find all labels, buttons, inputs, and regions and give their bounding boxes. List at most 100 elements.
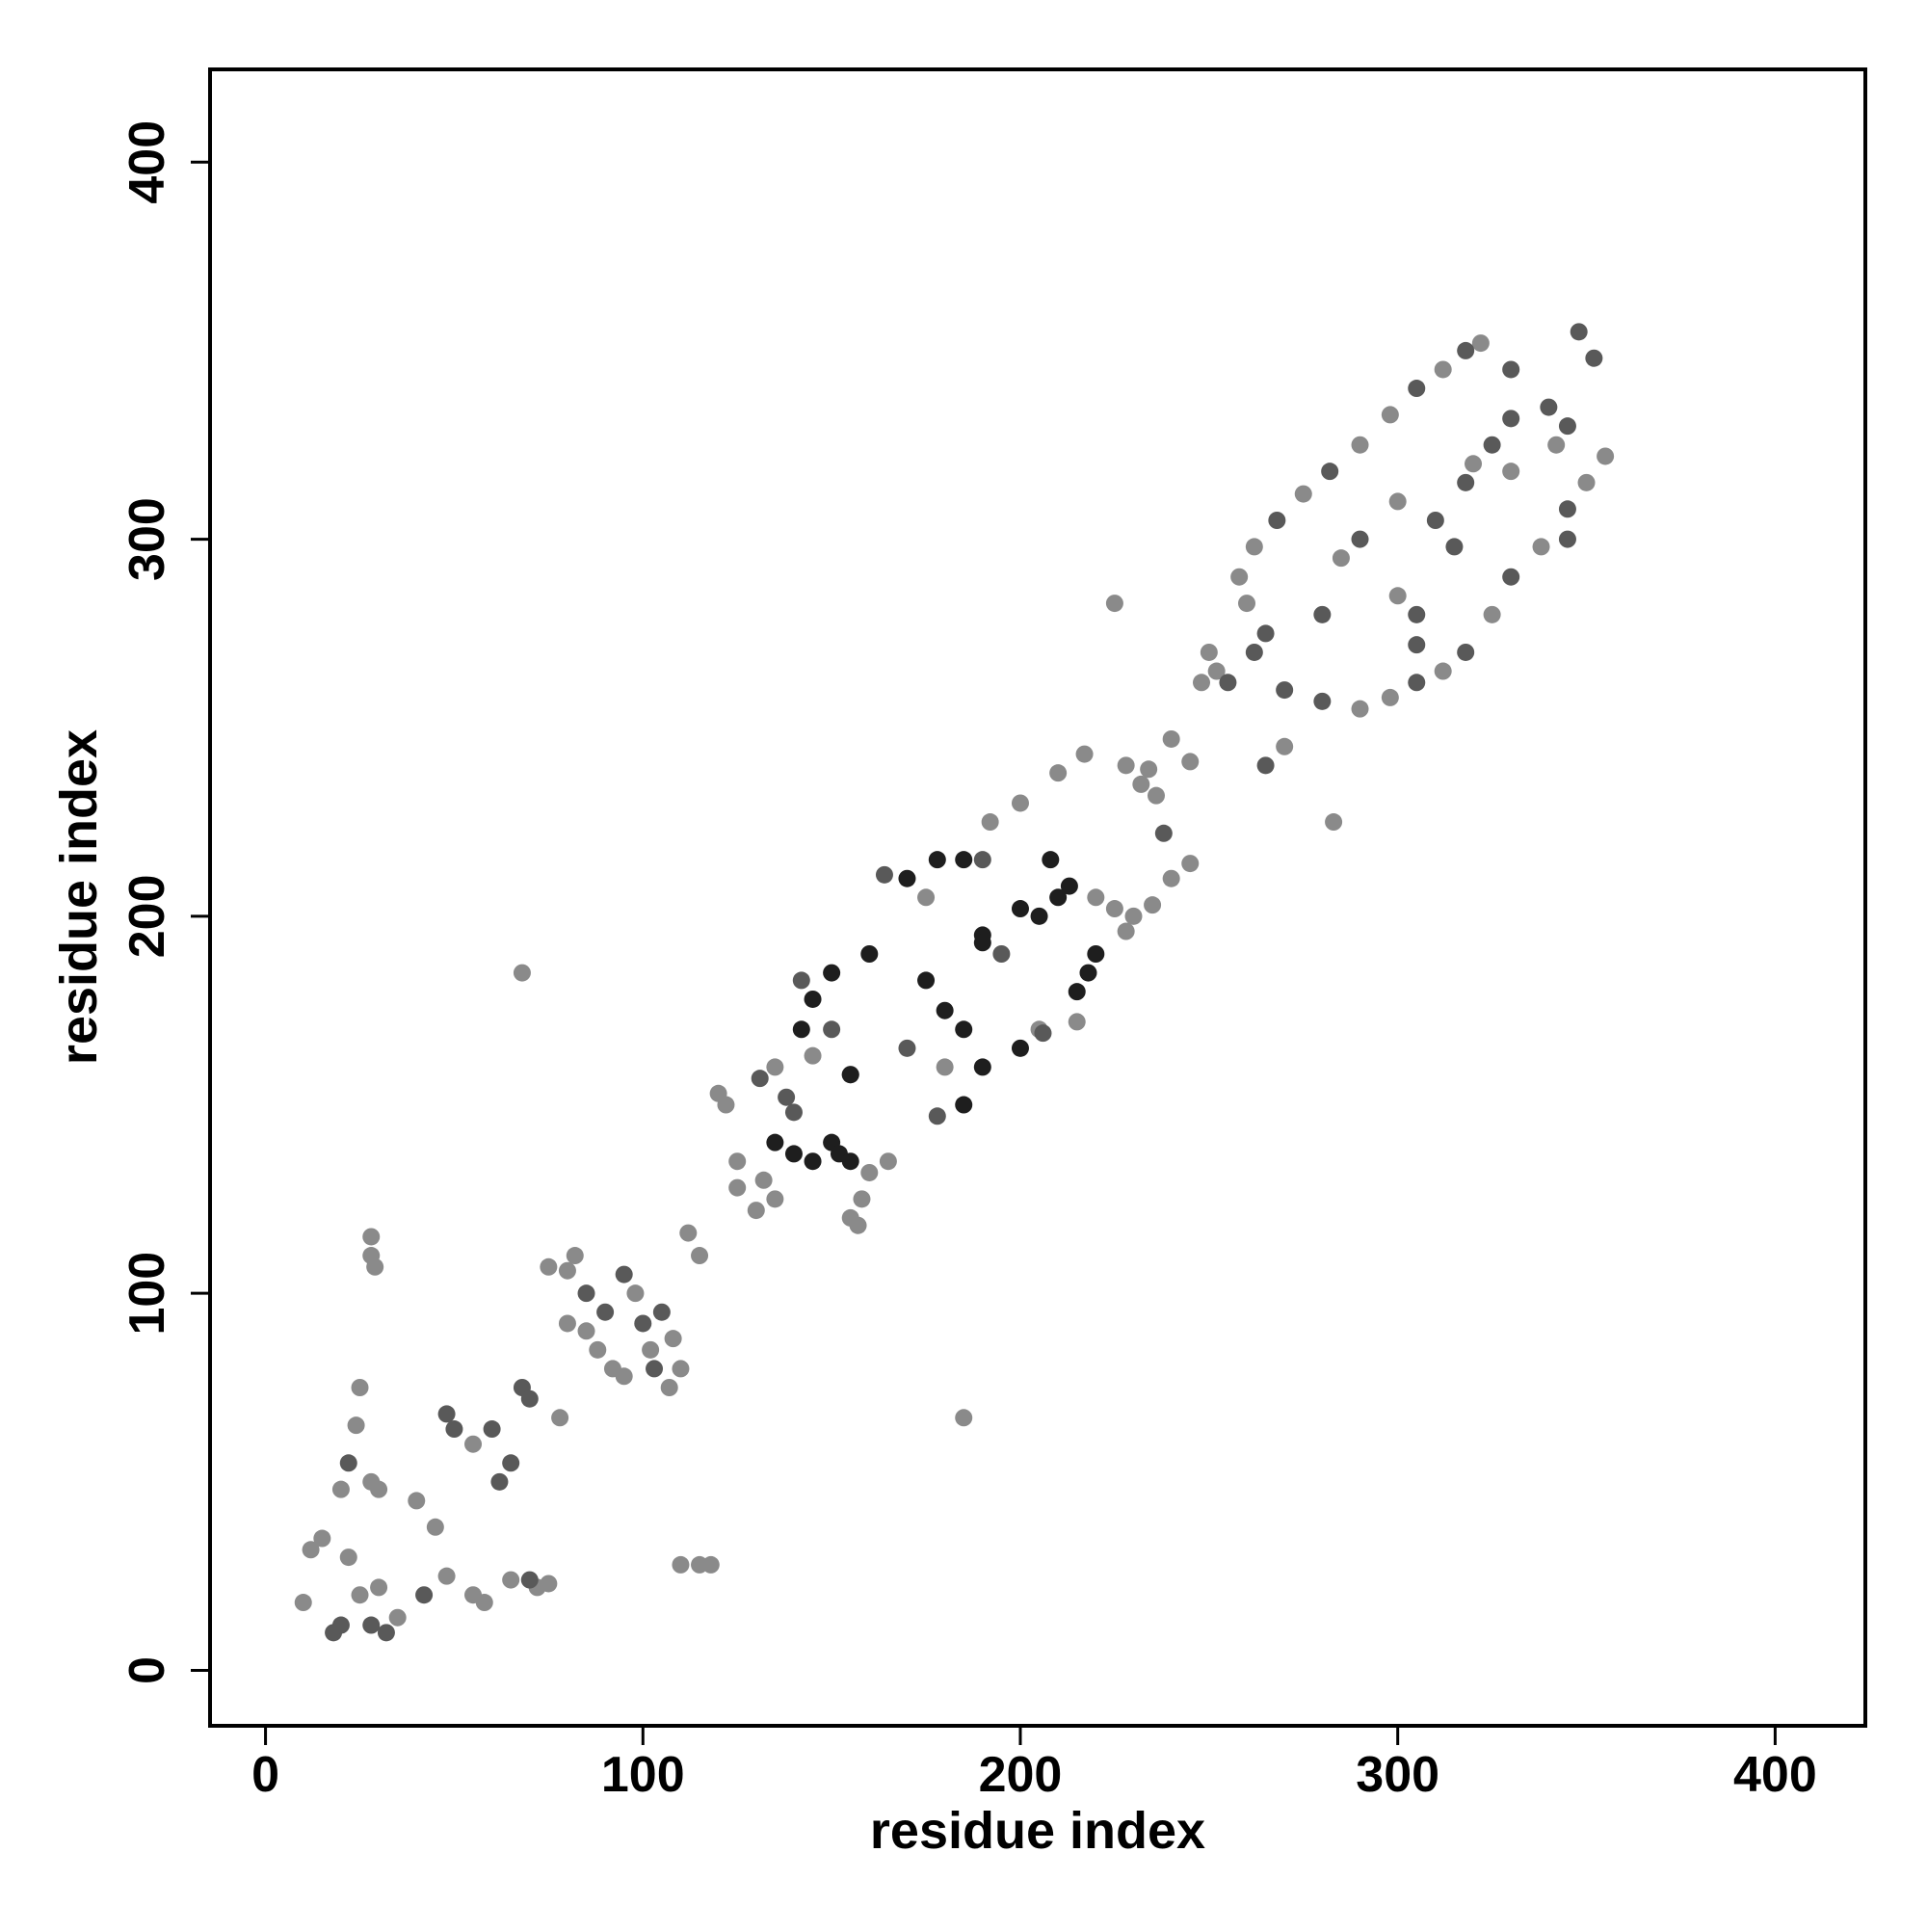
point bbox=[1351, 700, 1369, 718]
point bbox=[973, 1058, 991, 1076]
point bbox=[754, 1171, 773, 1189]
point bbox=[1268, 512, 1286, 529]
point bbox=[362, 1616, 381, 1634]
point bbox=[520, 1389, 539, 1408]
point bbox=[660, 1379, 678, 1396]
point bbox=[1408, 605, 1426, 623]
point bbox=[490, 1472, 509, 1491]
point bbox=[1147, 786, 1165, 805]
point bbox=[1068, 1013, 1086, 1031]
point bbox=[339, 1548, 357, 1567]
point bbox=[1087, 945, 1105, 963]
point bbox=[377, 1624, 395, 1642]
point bbox=[717, 1096, 735, 1114]
point bbox=[558, 1261, 576, 1280]
point bbox=[1276, 737, 1294, 755]
point bbox=[1181, 753, 1200, 771]
point bbox=[1256, 756, 1275, 775]
point bbox=[823, 1020, 841, 1039]
point bbox=[1457, 643, 1475, 661]
point bbox=[437, 1405, 456, 1423]
point bbox=[1381, 406, 1399, 424]
point bbox=[362, 1228, 381, 1246]
point bbox=[841, 1066, 859, 1084]
point bbox=[1388, 492, 1407, 511]
point bbox=[804, 1046, 822, 1065]
plot-frame bbox=[208, 67, 1867, 1728]
point bbox=[1457, 473, 1475, 491]
point bbox=[1162, 869, 1180, 887]
x-tick-label: 0 bbox=[251, 1747, 279, 1803]
point bbox=[566, 1247, 584, 1265]
point bbox=[917, 888, 936, 907]
point bbox=[1192, 674, 1210, 692]
point bbox=[981, 813, 999, 832]
point bbox=[1313, 605, 1332, 623]
point bbox=[1426, 512, 1444, 529]
point bbox=[1068, 983, 1086, 1001]
point bbox=[540, 1257, 558, 1276]
point bbox=[1351, 530, 1369, 548]
point bbox=[973, 851, 991, 869]
point bbox=[778, 1088, 796, 1106]
point bbox=[615, 1265, 633, 1284]
point bbox=[1597, 447, 1615, 465]
point bbox=[1030, 907, 1048, 925]
point bbox=[520, 1571, 539, 1589]
point bbox=[1465, 455, 1483, 473]
point bbox=[1313, 692, 1332, 710]
y-tick-label: 0 bbox=[119, 1656, 175, 1684]
point bbox=[973, 934, 991, 952]
point bbox=[1132, 775, 1150, 793]
point bbox=[426, 1518, 444, 1536]
point bbox=[751, 1070, 769, 1088]
point bbox=[1483, 605, 1501, 623]
point bbox=[860, 945, 879, 963]
point bbox=[634, 1314, 652, 1333]
point bbox=[804, 990, 822, 1008]
y-tick-label: 300 bbox=[119, 497, 175, 581]
point bbox=[1245, 538, 1263, 556]
point bbox=[1154, 824, 1173, 842]
point bbox=[898, 869, 916, 887]
point bbox=[502, 1454, 520, 1472]
point bbox=[955, 1020, 973, 1039]
point bbox=[804, 1152, 822, 1171]
point bbox=[475, 1594, 493, 1612]
point bbox=[502, 1571, 520, 1589]
x-tick-label: 300 bbox=[1356, 1747, 1439, 1803]
point bbox=[917, 971, 936, 990]
point bbox=[1502, 410, 1520, 428]
point bbox=[1445, 538, 1464, 556]
x-tick-label: 400 bbox=[1733, 1747, 1817, 1803]
point bbox=[1238, 595, 1256, 613]
point bbox=[513, 964, 531, 982]
point bbox=[1181, 855, 1200, 873]
point bbox=[1483, 436, 1501, 454]
point bbox=[1230, 568, 1249, 586]
point bbox=[370, 1578, 388, 1597]
point bbox=[728, 1152, 747, 1171]
point bbox=[351, 1379, 369, 1396]
point bbox=[879, 1152, 897, 1171]
point bbox=[1034, 1024, 1052, 1043]
point bbox=[1049, 888, 1068, 907]
point bbox=[1049, 764, 1068, 782]
point bbox=[388, 1608, 407, 1627]
point bbox=[1457, 341, 1475, 359]
point bbox=[1558, 500, 1576, 518]
point bbox=[558, 1314, 576, 1333]
point bbox=[875, 865, 893, 884]
point bbox=[1558, 530, 1576, 548]
y-tick-label: 200 bbox=[119, 874, 175, 958]
point bbox=[860, 1163, 879, 1181]
point bbox=[1547, 436, 1566, 454]
point bbox=[551, 1409, 569, 1427]
point bbox=[1117, 922, 1135, 940]
point bbox=[331, 1480, 350, 1498]
point bbox=[792, 971, 810, 990]
point bbox=[1471, 334, 1490, 353]
point bbox=[823, 964, 841, 982]
point bbox=[1245, 643, 1263, 661]
